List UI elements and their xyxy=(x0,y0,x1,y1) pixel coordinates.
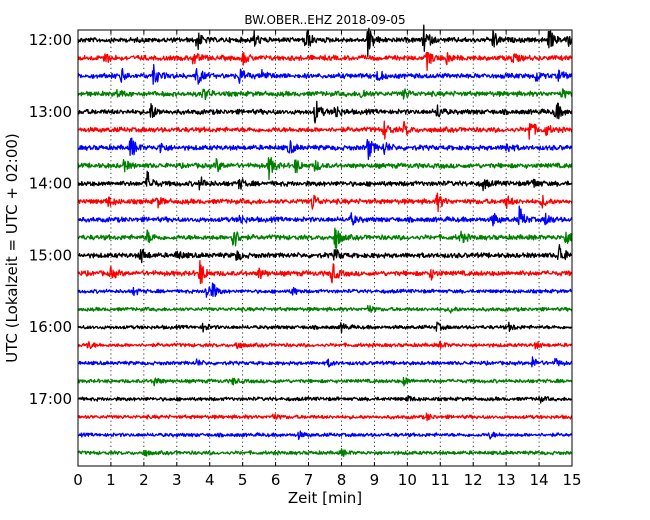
trace-line xyxy=(77,120,573,140)
trace-group xyxy=(77,24,573,457)
y-axis-label: UTC (Lokalzeit = UTC + 02:00) xyxy=(3,133,21,363)
x-axis-label: Zeit [min] xyxy=(288,489,362,507)
chart-title: BW.OBER..EHZ 2018-09-05 xyxy=(244,13,405,27)
trace-line xyxy=(77,63,573,85)
x-tick-label: 4 xyxy=(205,471,215,489)
plot-frame xyxy=(77,29,573,467)
trace-line xyxy=(77,304,573,314)
trace-line xyxy=(77,448,573,457)
x-tick-label: 1 xyxy=(106,471,116,489)
trace-line xyxy=(77,137,573,160)
trace-line xyxy=(77,100,573,124)
x-tick-label: 10 xyxy=(398,471,417,489)
trace-line xyxy=(77,88,573,101)
axis-ticks: 0 1 2 3 4 5 6 7 8 9 10 11 12 13 14 1512:0013:0014:0015:… xyxy=(29,30,582,489)
x-tick-label: 0 xyxy=(73,471,83,489)
x-tick-label: 9 xyxy=(370,471,380,489)
trace-line xyxy=(77,244,573,264)
y-tick-label: 14:00 xyxy=(29,175,72,193)
x-tick-label: 11 xyxy=(431,471,450,489)
trace-line xyxy=(77,51,573,72)
trace-line xyxy=(77,430,573,441)
x-tick-label: 14 xyxy=(530,471,549,489)
x-tick-label: 2 xyxy=(139,471,149,489)
trace-line xyxy=(77,282,573,298)
trace-line xyxy=(77,340,573,350)
trace-line xyxy=(77,321,573,334)
x-tick-label: 6 xyxy=(271,471,281,489)
trace-line xyxy=(77,260,573,285)
trace-line xyxy=(77,24,573,57)
trace-line xyxy=(77,170,573,192)
x-tick-label: 5 xyxy=(238,471,248,489)
trace-line xyxy=(77,192,573,213)
x-tick-label: 12 xyxy=(464,471,483,489)
y-tick-label: 16:00 xyxy=(29,318,72,336)
x-tick-label: 3 xyxy=(172,471,182,489)
x-tick-label: 15 xyxy=(562,471,581,489)
x-tick-label: 8 xyxy=(337,471,347,489)
trace-line xyxy=(77,156,573,181)
trace-line xyxy=(77,227,573,249)
x-tick-label: 13 xyxy=(497,471,516,489)
y-tick-label: 15:00 xyxy=(29,246,72,264)
y-tick-label: 12:00 xyxy=(29,31,72,49)
y-tick-label: 17:00 xyxy=(29,390,72,408)
trace-line xyxy=(77,412,573,422)
trace-line xyxy=(77,395,573,404)
x-tick-label: 7 xyxy=(304,471,314,489)
trace-line xyxy=(77,376,573,387)
y-tick-label: 13:00 xyxy=(29,103,72,121)
trace-line xyxy=(77,356,573,368)
trace-line xyxy=(77,205,573,227)
